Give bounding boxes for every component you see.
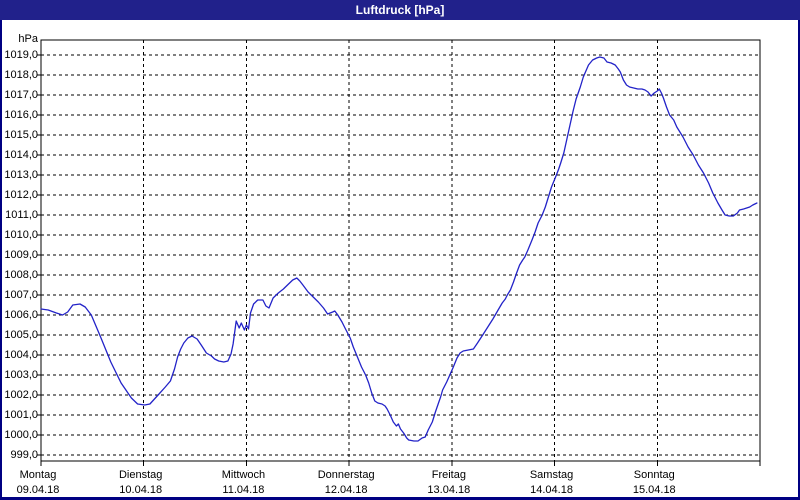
y-tick-label: 1011,0 [5, 209, 38, 221]
y-tick-label: 1017,0 [4, 89, 38, 101]
y-tick-label: 1000,0 [4, 429, 38, 441]
x-day-label: Mittwoch [221, 469, 266, 481]
x-date-label: 10.04.18 [119, 484, 163, 496]
y-tick-label: 1019,0 [4, 49, 38, 61]
x-date-label: 12.04.18 [324, 484, 368, 496]
y-tick-label: 1006,0 [4, 309, 38, 321]
y-tick-label: 1010,0 [4, 229, 38, 241]
y-tick-label: 1013,0 [4, 169, 38, 181]
x-date-label: 13.04.18 [427, 484, 471, 496]
y-tick-label: 1004,0 [4, 349, 38, 361]
window-title: Luftdruck [hPa] [355, 3, 445, 17]
y-tick-label: 1016,0 [4, 109, 38, 121]
y-tick-label: 1001,0 [4, 409, 38, 421]
y-tick-label: 1014,0 [4, 149, 38, 161]
x-date-label: 11.04.18 [222, 484, 265, 496]
x-date-label: 15.04.18 [632, 484, 676, 496]
pressure-line [40, 56, 758, 442]
y-tick-label: 1009,0 [4, 249, 38, 261]
plot-border [40, 39, 761, 462]
y-tick-label: 1002,0 [4, 389, 38, 401]
titlebar: Luftdruck [hPa] [0, 0, 800, 20]
x-day-label: Dienstag [118, 469, 163, 481]
chart-area: hPa 1019,0 1018,0 1017,0 1016,0 1015,0 1014,0 1… [2, 20, 798, 497]
x-day-label: Samstag [529, 469, 574, 481]
y-tick-label: 1007,0 [4, 289, 38, 301]
x-date-label: 09.04.18 [16, 484, 60, 496]
y-tick-label: 1005,0 [4, 329, 38, 341]
x-date-label: 14.04.18 [530, 484, 573, 496]
y-tick-label: 1018,0 [4, 69, 38, 81]
y-axis-unit-label: hPa [18, 33, 38, 45]
y-tick-label: 1012,0 [4, 189, 38, 201]
x-day-label: Freitag [431, 469, 466, 481]
y-tick-label: 1003,0 [4, 369, 38, 381]
x-day-label: Montag [19, 469, 57, 481]
y-tick-label: 1008,0 [4, 269, 38, 281]
y-tick-label: 999,0 [10, 449, 38, 461]
x-day-label: Sonntag [633, 469, 675, 481]
y-tick-label: 1015,0 [4, 129, 38, 141]
x-day-label: Donnerstag [317, 469, 375, 481]
